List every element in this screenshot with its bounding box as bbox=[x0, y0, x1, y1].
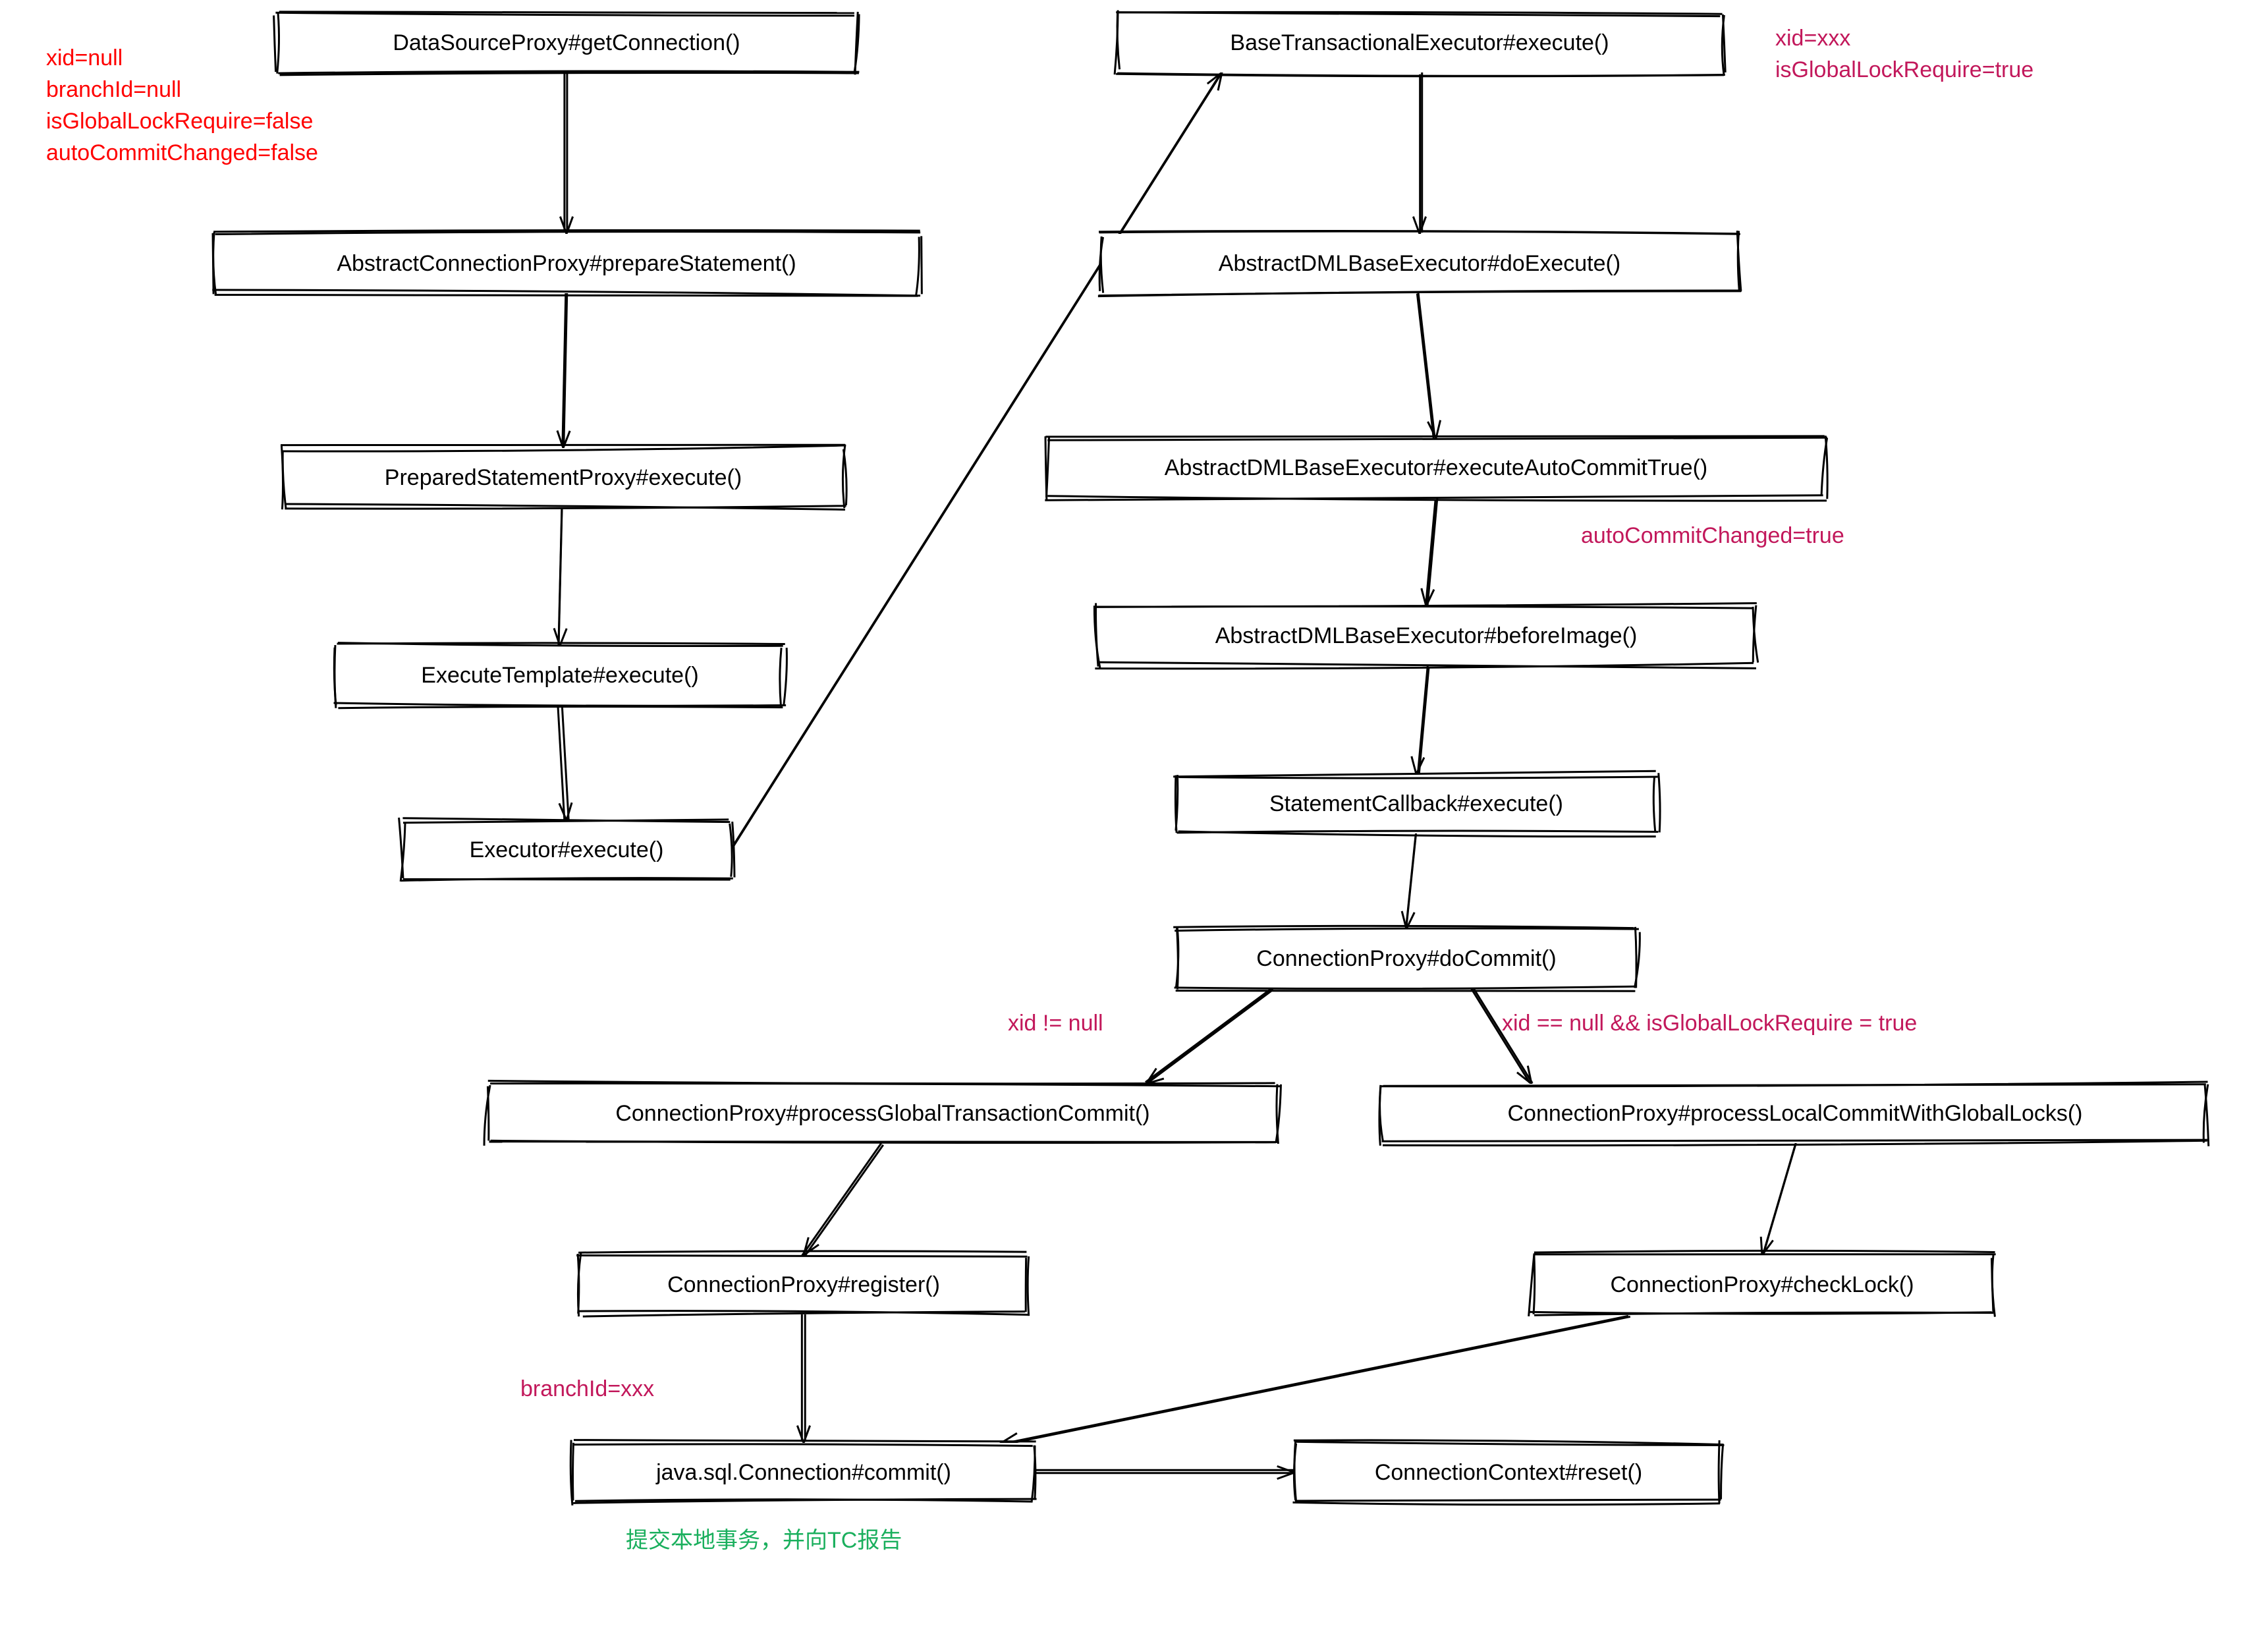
nodes-layer: DataSourceProxy#getConnection() AbstractC… bbox=[212, 10, 2209, 1505]
flow-node: ConnectionProxy#processGlobalTransaction… bbox=[484, 1081, 1281, 1146]
annotation-text: 提交本地事务，并向TC报告 bbox=[626, 1528, 902, 1553]
flow-node: ConnectionProxy#register() bbox=[576, 1251, 1029, 1316]
annotation-text: branchId=xxx bbox=[520, 1376, 654, 1401]
flow-node-label: Executor#execute() bbox=[470, 837, 664, 862]
flow-node: ConnectionContext#reset() bbox=[1292, 1440, 1724, 1505]
flow-node-label: AbstractDMLBaseExecutor#beforeImage() bbox=[1215, 623, 1638, 648]
flow-node-label: BaseTransactionalExecutor#execute() bbox=[1230, 30, 1609, 55]
flow-node: PreparedStatementProxy#execute() bbox=[281, 445, 846, 510]
flow-node: AbstractConnectionProxy#prepareStatement… bbox=[212, 230, 922, 296]
flow-node: Executor#execute() bbox=[399, 818, 734, 882]
flow-node-label: AbstractConnectionProxy#prepareStatement… bbox=[337, 251, 796, 276]
flow-node-label: ConnectionContext#reset() bbox=[1375, 1460, 1642, 1485]
flow-node-label: DataSourceProxy#getConnection() bbox=[393, 30, 740, 55]
flow-node-label: ConnectionProxy#register() bbox=[667, 1272, 940, 1297]
flow-node-label: ExecuteTemplate#execute() bbox=[421, 663, 698, 688]
flow-node: ConnectionProxy#doCommit() bbox=[1173, 926, 1640, 991]
flow-node-label: StatementCallback#execute() bbox=[1269, 791, 1563, 816]
annotation-text: xid=xxx bbox=[1775, 26, 1850, 51]
flow-node-label: java.sql.Connection#commit() bbox=[655, 1460, 951, 1485]
flow-node-label: AbstractDMLBaseExecutor#executeAutoCommi… bbox=[1165, 455, 1708, 480]
flow-node: StatementCallback#execute() bbox=[1173, 771, 1660, 836]
flow-node: ExecuteTemplate#execute() bbox=[334, 643, 787, 708]
annotation-text: autoCommitChanged=false bbox=[46, 140, 318, 165]
annotation-text: isGlobalLockRequire=true bbox=[1775, 57, 2033, 82]
flow-node: java.sql.Connection#commit() bbox=[570, 1440, 1036, 1505]
flow-node: AbstractDMLBaseExecutor#beforeImage() bbox=[1094, 603, 1757, 669]
flow-node-label: ConnectionProxy#doCommit() bbox=[1256, 946, 1556, 971]
annotation-text: branchId=null bbox=[46, 77, 181, 102]
annotation-text: autoCommitChanged=true bbox=[1581, 523, 1844, 548]
flow-node: AbstractDMLBaseExecutor#executeAutoCommi… bbox=[1045, 436, 1827, 501]
flow-node: ConnectionProxy#processLocalCommitWithGl… bbox=[1379, 1082, 2209, 1146]
flow-node-label: ConnectionProxy#processLocalCommitWithGl… bbox=[1507, 1101, 2082, 1126]
flow-node: ConnectionProxy#checkLock() bbox=[1529, 1251, 1996, 1316]
annotation-text: isGlobalLockRequire=false bbox=[46, 109, 313, 134]
flow-node-label: ConnectionProxy#processGlobalTransaction… bbox=[615, 1101, 1149, 1126]
flow-node-label: ConnectionProxy#checkLock() bbox=[1610, 1272, 1914, 1297]
flow-node-label: AbstractDMLBaseExecutor#doExecute() bbox=[1219, 251, 1620, 276]
edge-label: xid == null && isGlobalLockRequire = tru… bbox=[1502, 1011, 1917, 1036]
flow-node: BaseTransactionalExecutor#execute() bbox=[1115, 10, 1725, 76]
annotation-text: xid=null bbox=[46, 45, 123, 70]
edge-label: xid != null bbox=[1008, 1011, 1103, 1036]
flow-node: DataSourceProxy#getConnection() bbox=[274, 12, 860, 75]
flow-node: AbstractDMLBaseExecutor#doExecute() bbox=[1098, 231, 1742, 296]
flow-node-label: PreparedStatementProxy#execute() bbox=[385, 465, 742, 490]
